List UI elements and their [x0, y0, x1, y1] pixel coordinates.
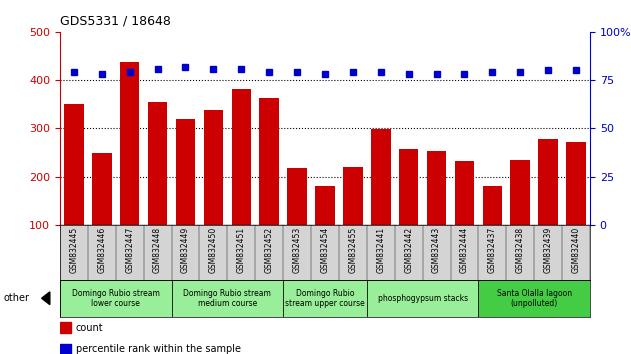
Bar [283, 280, 367, 317]
Bar [259, 98, 279, 225]
Bar [455, 161, 475, 225]
Bar [232, 89, 251, 225]
Text: GSM832437: GSM832437 [488, 227, 497, 273]
Bar [566, 142, 586, 225]
Text: GSM832449: GSM832449 [181, 227, 190, 273]
Text: GSM832441: GSM832441 [376, 227, 386, 273]
Text: GSM832448: GSM832448 [153, 227, 162, 273]
Text: phosphogypsum stacks: phosphogypsum stacks [377, 294, 468, 303]
Text: GSM832452: GSM832452 [264, 227, 274, 273]
Bar [483, 186, 502, 225]
Bar [367, 280, 478, 317]
Bar [204, 110, 223, 225]
Bar [92, 153, 112, 225]
Text: GSM832440: GSM832440 [572, 227, 581, 273]
Bar [60, 322, 71, 333]
Bar [478, 280, 590, 317]
Bar [60, 280, 172, 317]
Bar [175, 119, 195, 225]
Bar [371, 129, 391, 225]
Text: Domingo Rubio stream
lower course: Domingo Rubio stream lower course [72, 289, 160, 308]
Bar [399, 149, 418, 225]
Text: Domingo Rubio stream
medium course: Domingo Rubio stream medium course [184, 289, 271, 308]
Text: GSM832445: GSM832445 [69, 227, 78, 273]
Text: GSM832443: GSM832443 [432, 227, 441, 273]
Text: GSM832439: GSM832439 [544, 227, 553, 273]
Text: GSM832450: GSM832450 [209, 227, 218, 273]
Bar [343, 167, 363, 225]
Bar [427, 152, 446, 225]
Bar [287, 168, 307, 225]
Text: GSM832444: GSM832444 [460, 227, 469, 273]
Text: GSM832453: GSM832453 [293, 227, 302, 273]
Bar [510, 160, 530, 225]
Bar [316, 186, 334, 225]
Polygon shape [42, 292, 50, 304]
Bar [120, 62, 139, 225]
Text: count: count [76, 323, 103, 333]
Text: GSM832438: GSM832438 [516, 227, 525, 273]
Text: Domingo Rubio
stream upper course: Domingo Rubio stream upper course [285, 289, 365, 308]
Bar [60, 343, 71, 354]
Text: GSM832447: GSM832447 [125, 227, 134, 273]
Text: GSM832442: GSM832442 [404, 227, 413, 273]
Text: GSM832455: GSM832455 [348, 227, 357, 273]
Bar [64, 104, 84, 225]
Text: GSM832454: GSM832454 [321, 227, 329, 273]
Text: Santa Olalla lagoon
(unpolluted): Santa Olalla lagoon (unpolluted) [497, 289, 572, 308]
Text: GSM832451: GSM832451 [237, 227, 245, 273]
Text: percentile rank within the sample: percentile rank within the sample [76, 344, 241, 354]
Text: GSM832446: GSM832446 [97, 227, 106, 273]
Bar [148, 102, 167, 225]
Text: other: other [3, 293, 29, 303]
Bar [538, 139, 558, 225]
Bar [172, 280, 283, 317]
Text: GDS5331 / 18648: GDS5331 / 18648 [60, 14, 171, 27]
